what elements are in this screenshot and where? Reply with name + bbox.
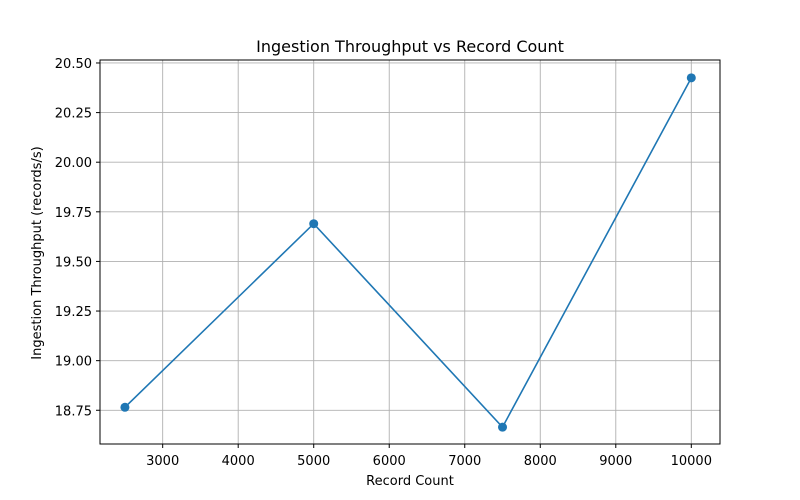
x-tick-label: 8000 — [524, 454, 557, 469]
y-tick-label: 20.00 — [55, 156, 92, 171]
y-tick-label: 20.25 — [55, 107, 92, 122]
series-layer — [120, 73, 696, 432]
x-axis-ticks: 3000 4000 5000 6000 7000 8000 9000 10000 — [146, 444, 712, 469]
y-tick-label: 20.50 — [55, 57, 92, 72]
x-tick-label: 9000 — [599, 454, 632, 469]
y-tick-label: 18.75 — [55, 404, 92, 419]
y-tick-label: 19.25 — [55, 305, 92, 320]
series-line — [124, 77, 693, 429]
y-axis-ticks: 18.75 19.00 19.25 19.50 19.75 20.00 20.25 20.50 — [55, 57, 100, 419]
grid-lines — [100, 60, 720, 444]
y-tick-label: 19.00 — [55, 355, 92, 370]
y-tick-label: 19.75 — [55, 206, 92, 221]
y-tick-label: 19.50 — [55, 255, 92, 270]
chart-title: Ingestion Throughput vs Record Count — [256, 37, 564, 56]
x-axis-label: Record Count — [366, 474, 454, 489]
y-axis-label: Ingestion Throughput (records/s) — [30, 146, 45, 359]
x-tick-label: 6000 — [373, 454, 406, 469]
plot-frame — [99, 59, 721, 445]
x-tick-label: 3000 — [146, 454, 179, 469]
x-tick-label: 4000 — [222, 454, 255, 469]
x-tick-label: 7000 — [448, 454, 481, 469]
x-tick-label: 5000 — [297, 454, 330, 469]
data-point — [309, 219, 319, 229]
x-tick-label: 10000 — [671, 454, 712, 469]
data-point — [120, 402, 130, 412]
data-point — [686, 73, 696, 83]
data-point — [498, 422, 508, 432]
